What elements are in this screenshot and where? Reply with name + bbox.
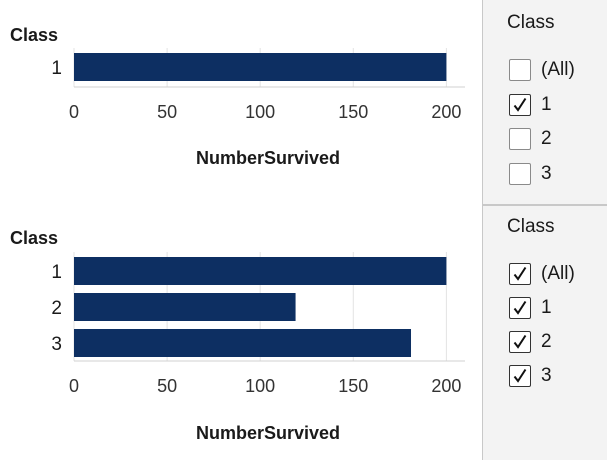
filter-option[interactable]: (All) (509, 261, 575, 287)
checkbox[interactable] (509, 162, 531, 185)
charts-area: Class 1 0 50 100 150 200 NumberSurvived Clas… (10, 25, 465, 443)
filter-option-label: 1 (541, 297, 552, 318)
filter-option[interactable]: 2 (509, 126, 552, 152)
filter-option-label: 2 (541, 331, 552, 352)
class-filter-panel: Class (All) 1 2 3 (482, 205, 607, 460)
checkmark-icon (513, 334, 527, 355)
class-filter-panel: Class (All) 1 2 3 (482, 0, 607, 205)
checkbox[interactable] (509, 263, 531, 285)
category-label: 1 (51, 58, 62, 79)
checkmark-icon (513, 266, 527, 287)
category-label: 1 (51, 262, 62, 283)
row-axis-title: Class (10, 25, 58, 45)
x-tick-label: 100 (245, 102, 275, 122)
bar[interactable] (74, 329, 412, 357)
checkbox[interactable] (509, 128, 531, 150)
x-tick-label: 0 (69, 376, 79, 396)
category-label: 3 (51, 334, 62, 355)
checkbox[interactable] (509, 59, 531, 81)
checkbox[interactable] (509, 331, 531, 353)
checkmark-icon (513, 300, 527, 321)
bar[interactable] (74, 257, 447, 285)
filter-option[interactable]: 3 (509, 161, 552, 187)
filter-option[interactable]: 1 (509, 295, 552, 321)
filter-option[interactable]: 1 (509, 92, 552, 118)
x-tick-label: 0 (69, 102, 79, 122)
checkbox[interactable] (509, 297, 531, 319)
filter-option-label: (All) (541, 59, 575, 80)
chart-top: Class 1 0 50 100 150 200 NumberSurvived (10, 25, 465, 168)
checkbox[interactable] (509, 365, 531, 387)
x-axis-label: NumberSurvived (196, 148, 340, 168)
bar[interactable] (74, 53, 447, 81)
row-axis-title: Class (10, 228, 58, 248)
chart-bottom: Class 1 2 3 0 50 100 150 200 NumberSurvived (10, 228, 465, 443)
filter-option[interactable]: (All) (509, 57, 575, 83)
checkbox[interactable] (509, 93, 531, 118)
bar[interactable] (74, 293, 296, 321)
x-tick-label: 150 (338, 376, 368, 396)
filter-title: Class (507, 12, 555, 33)
x-tick-label: 200 (431, 102, 461, 122)
x-tick-label: 50 (157, 102, 177, 122)
filter-option[interactable]: 3 (509, 363, 552, 389)
filter-option-label: (All) (541, 263, 575, 284)
category-label: 2 (51, 298, 62, 319)
x-axis-label: NumberSurvived (196, 423, 340, 443)
x-tick-label: 100 (245, 376, 275, 396)
filter-option-label: 2 (541, 128, 552, 149)
checkmark-icon (513, 97, 527, 118)
checkmark-icon (513, 368, 527, 389)
filter-option-label: 3 (541, 365, 552, 386)
x-tick-label: 200 (431, 376, 461, 396)
filter-option-label: 1 (541, 93, 552, 115)
filter-option[interactable]: 2 (509, 329, 552, 355)
filter-title: Class (507, 216, 555, 237)
x-tick-label: 50 (157, 376, 177, 396)
x-tick-label: 150 (338, 102, 368, 122)
filter-option-label: 3 (541, 162, 552, 184)
